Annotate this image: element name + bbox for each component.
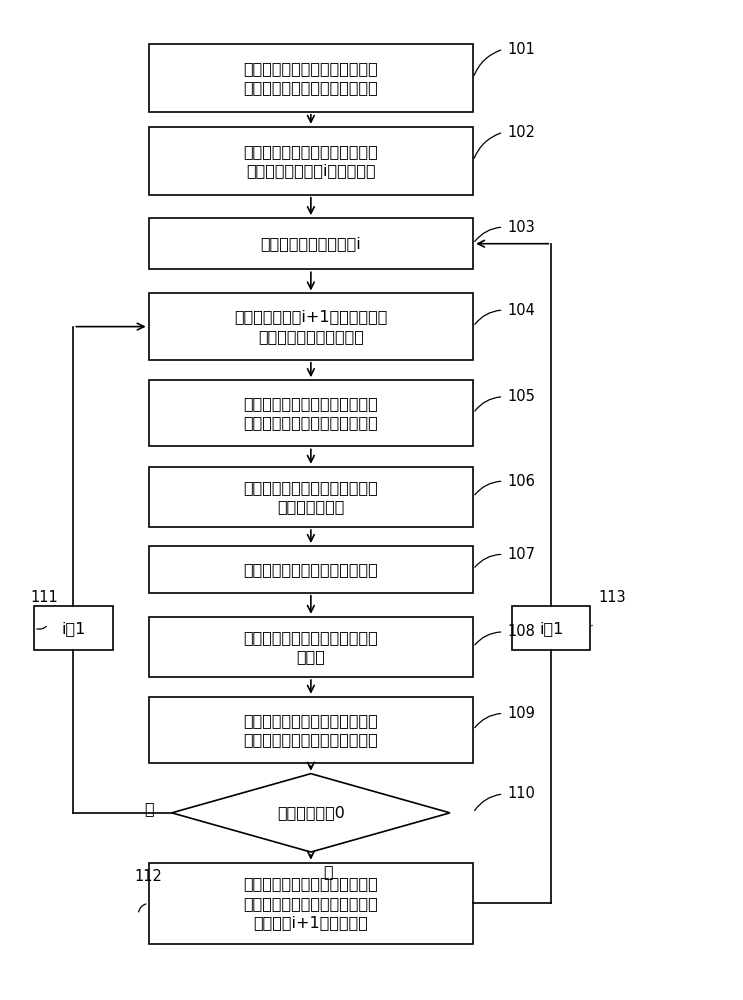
Text: 107: 107 bbox=[507, 547, 535, 562]
Text: 112: 112 bbox=[134, 869, 163, 884]
Text: 108: 108 bbox=[507, 624, 535, 639]
Text: 113: 113 bbox=[598, 590, 626, 605]
Text: 根据信号灯初始信号方案初始化
当前的信号灯相位i的绿灯时长: 根据信号灯初始信号方案初始化 当前的信号灯相位i的绿灯时长 bbox=[244, 144, 378, 178]
FancyBboxPatch shape bbox=[149, 467, 473, 527]
Text: i加1: i加1 bbox=[539, 621, 563, 636]
Text: 106: 106 bbox=[507, 474, 535, 489]
FancyBboxPatch shape bbox=[149, 218, 473, 269]
FancyBboxPatch shape bbox=[34, 606, 113, 650]
Text: 102: 102 bbox=[507, 125, 535, 140]
FancyBboxPatch shape bbox=[149, 617, 473, 677]
Text: 否: 否 bbox=[324, 864, 334, 879]
FancyBboxPatch shape bbox=[149, 380, 473, 446]
Text: 利用驶入车辆数和驶出车辆数计
算得到车道组的最大滞留车辆数: 利用驶入车辆数和驶出车辆数计 算得到车道组的最大滞留车辆数 bbox=[244, 396, 378, 430]
Text: i加1: i加1 bbox=[61, 621, 85, 636]
Text: 比较车辆的速度和位置信息以及
最大滞留车辆数得到关键车流量: 比较车辆的速度和位置信息以及 最大滞留车辆数得到关键车流量 bbox=[244, 713, 378, 747]
Text: 105: 105 bbox=[507, 389, 535, 404]
Text: 获取信号灯相位i+1对应车道组的
驶入车辆数和驶出车辆数: 获取信号灯相位i+1对应车道组的 驶入车辆数和驶出车辆数 bbox=[234, 310, 388, 344]
Text: 101: 101 bbox=[507, 42, 535, 57]
Text: 执行当前的信号灯相位i: 执行当前的信号灯相位i bbox=[261, 236, 361, 251]
FancyBboxPatch shape bbox=[512, 606, 591, 650]
FancyBboxPatch shape bbox=[149, 697, 473, 763]
Text: 利用关键车流量、预设启动损失
时间和饱和车头时距计算得到信
号灯相位i+1的绿灯时长: 利用关键车流量、预设启动损失 时间和饱和车头时距计算得到信 号灯相位i+1的绿灯… bbox=[244, 877, 378, 930]
FancyBboxPatch shape bbox=[149, 44, 473, 112]
Text: 获取信号灯初始信号方案、预设
启动损失时间和信号灯相位集合: 获取信号灯初始信号方案、预设 启动损失时间和信号灯相位集合 bbox=[244, 61, 378, 95]
FancyBboxPatch shape bbox=[149, 293, 473, 360]
Text: 是: 是 bbox=[144, 802, 154, 817]
Text: 关键车流量为0: 关键车流量为0 bbox=[277, 805, 345, 820]
Text: 获取车载单元的车辆的速度和位
置信息: 获取车载单元的车辆的速度和位 置信息 bbox=[244, 630, 378, 664]
Text: 110: 110 bbox=[507, 786, 535, 802]
Text: 利用时间间隔计算饱和车头时距: 利用时间间隔计算饱和车头时距 bbox=[244, 562, 378, 577]
Text: 111: 111 bbox=[30, 590, 58, 605]
Text: 获取车道任意两辆车连续通过停
止线的时间间隔: 获取车道任意两辆车连续通过停 止线的时间间隔 bbox=[244, 480, 378, 514]
FancyBboxPatch shape bbox=[149, 127, 473, 195]
Text: 103: 103 bbox=[507, 220, 535, 235]
Text: 109: 109 bbox=[507, 706, 535, 721]
Text: 104: 104 bbox=[507, 303, 535, 318]
FancyBboxPatch shape bbox=[149, 546, 473, 593]
FancyBboxPatch shape bbox=[149, 863, 473, 944]
Polygon shape bbox=[172, 774, 450, 852]
